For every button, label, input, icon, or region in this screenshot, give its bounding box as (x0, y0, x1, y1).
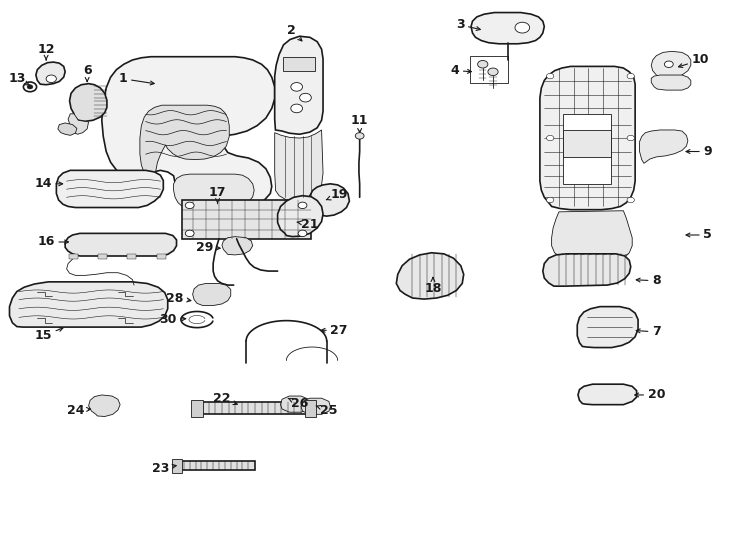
Polygon shape (222, 237, 252, 255)
Bar (172, 458, 182, 472)
Text: 3: 3 (456, 18, 480, 31)
Circle shape (515, 22, 530, 33)
Text: 2: 2 (287, 24, 302, 41)
Text: 22: 22 (213, 392, 237, 404)
Polygon shape (540, 66, 635, 210)
Circle shape (27, 85, 33, 89)
Polygon shape (192, 284, 230, 306)
Text: 16: 16 (37, 235, 68, 248)
Text: 6: 6 (83, 64, 92, 82)
Polygon shape (552, 211, 632, 259)
Text: 30: 30 (159, 313, 186, 326)
Bar (470, 56, 508, 83)
Polygon shape (36, 62, 65, 85)
Circle shape (478, 60, 488, 68)
Text: 24: 24 (67, 403, 90, 416)
Bar (197, 402, 310, 414)
Text: 19: 19 (327, 188, 348, 201)
Polygon shape (275, 36, 323, 134)
Polygon shape (277, 195, 323, 237)
Text: 5: 5 (686, 228, 712, 241)
Polygon shape (140, 105, 229, 179)
Circle shape (185, 202, 194, 208)
Circle shape (298, 230, 307, 237)
Circle shape (664, 61, 673, 68)
Bar (563, 130, 611, 157)
Polygon shape (58, 123, 77, 136)
Bar (128, 254, 137, 259)
Text: 9: 9 (686, 145, 712, 158)
Polygon shape (275, 130, 323, 201)
Polygon shape (577, 307, 638, 348)
Circle shape (291, 104, 302, 113)
Circle shape (627, 136, 634, 141)
Bar (563, 114, 611, 184)
Text: 8: 8 (636, 274, 661, 287)
Bar (283, 57, 315, 71)
Polygon shape (280, 396, 310, 412)
Text: 23: 23 (152, 462, 176, 475)
Text: 13: 13 (8, 72, 29, 85)
Circle shape (299, 93, 311, 102)
Bar (182, 200, 310, 239)
Text: 29: 29 (196, 241, 220, 254)
Text: 4: 4 (451, 64, 471, 77)
Polygon shape (70, 84, 107, 122)
Polygon shape (471, 12, 545, 44)
Text: 17: 17 (208, 186, 226, 204)
Text: 14: 14 (34, 177, 62, 190)
Polygon shape (89, 395, 120, 416)
Text: 26: 26 (288, 397, 308, 410)
Polygon shape (396, 253, 464, 299)
Bar (157, 254, 166, 259)
Polygon shape (173, 174, 254, 207)
Circle shape (488, 68, 498, 76)
Circle shape (355, 133, 364, 139)
Text: 12: 12 (37, 43, 55, 60)
Polygon shape (68, 114, 89, 134)
Text: 21: 21 (297, 218, 319, 231)
Text: 18: 18 (424, 278, 442, 295)
Bar (98, 254, 107, 259)
Polygon shape (651, 75, 691, 90)
Polygon shape (310, 184, 349, 216)
Polygon shape (301, 398, 330, 414)
Text: 11: 11 (351, 114, 368, 132)
Circle shape (23, 82, 37, 92)
Bar (305, 400, 316, 416)
Polygon shape (639, 130, 688, 164)
Polygon shape (57, 170, 164, 207)
Text: 20: 20 (635, 388, 665, 401)
Polygon shape (651, 51, 691, 77)
Bar (178, 461, 255, 470)
Polygon shape (578, 384, 636, 404)
Circle shape (291, 83, 302, 91)
Bar (191, 400, 203, 416)
Text: 27: 27 (321, 324, 348, 337)
Text: 1: 1 (119, 72, 154, 85)
Circle shape (298, 202, 307, 208)
Polygon shape (65, 233, 176, 256)
Circle shape (46, 75, 57, 83)
Circle shape (547, 136, 554, 141)
Polygon shape (10, 282, 168, 327)
Bar (69, 254, 78, 259)
Text: 28: 28 (167, 292, 191, 305)
Text: 15: 15 (34, 328, 63, 342)
Circle shape (547, 197, 554, 202)
Text: 10: 10 (678, 53, 709, 68)
Text: 7: 7 (636, 326, 661, 339)
Circle shape (547, 73, 554, 79)
Polygon shape (102, 57, 275, 207)
Circle shape (627, 197, 634, 202)
Text: 25: 25 (316, 403, 338, 416)
Circle shape (185, 230, 194, 237)
Polygon shape (543, 254, 631, 286)
Circle shape (627, 73, 634, 79)
